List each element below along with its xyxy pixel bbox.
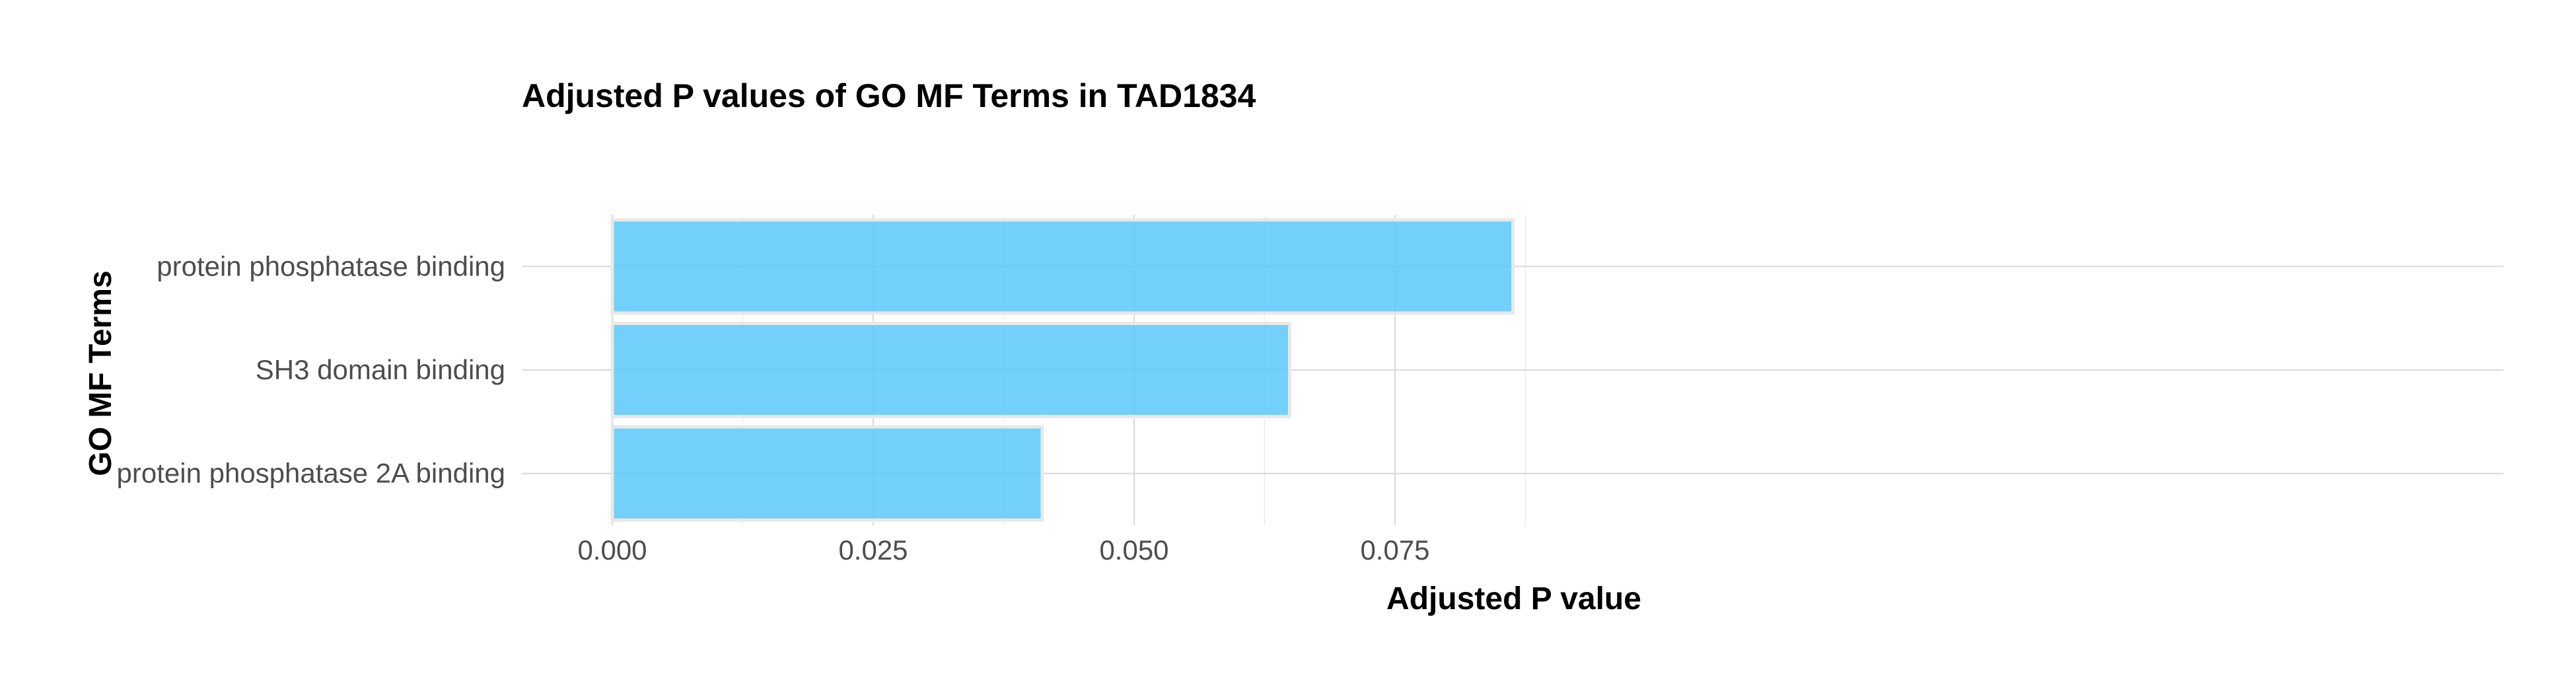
y-tick-label: protein phosphatase binding: [157, 250, 505, 281]
y-tick-label: SH3 domain binding: [256, 354, 505, 385]
y-axis-tick-labels: protein phosphatase binding SH3 domain bi…: [117, 250, 505, 488]
x-axis-tick-labels: 0.000 0.025 0.050 0.075: [577, 534, 1429, 566]
x-axis-title: Adjusted P value: [1386, 581, 1641, 616]
bar: [612, 220, 1513, 313]
x-tick-label: 0.000: [577, 534, 647, 566]
y-axis-title: GO MF Terms: [83, 270, 118, 476]
bar: [612, 324, 1289, 417]
x-tick-label: 0.075: [1360, 534, 1429, 566]
x-tick-label: 0.025: [838, 534, 908, 566]
y-tick-label: protein phosphatase 2A binding: [117, 458, 505, 489]
bar: [612, 427, 1042, 520]
x-tick-label: 0.050: [1099, 534, 1168, 566]
chart-title: Adjusted P values of GO MF Terms in TAD1…: [522, 77, 1256, 114]
